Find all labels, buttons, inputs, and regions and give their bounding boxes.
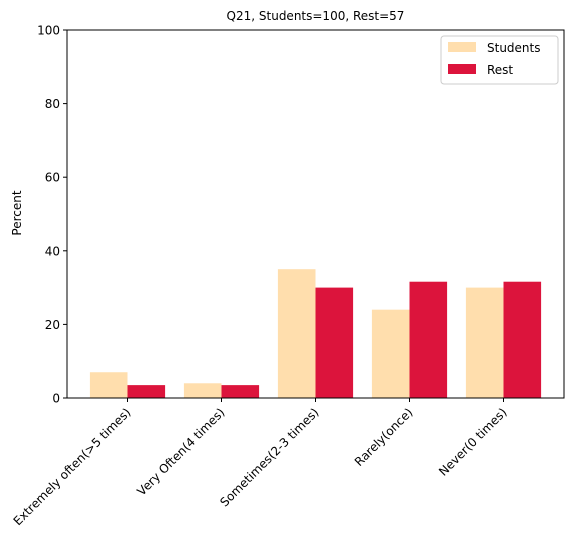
x-tick-label-3: Rarely(once): [352, 405, 416, 469]
bars-group: [89, 269, 542, 398]
x-tick-label-2: Sometimes(2-3 times): [217, 405, 321, 509]
bar-students-4: [465, 287, 504, 398]
bar-rest-3: [409, 281, 448, 398]
chart-title: Q21, Students=100, Rest=57: [227, 9, 405, 23]
x-tick-label-1: Very Often(4 times): [134, 405, 227, 498]
bar-students-3: [371, 309, 410, 398]
legend-label-rest: Rest: [487, 63, 513, 77]
legend-label-students: Students: [487, 41, 541, 55]
bar-rest-4: [503, 281, 542, 398]
bar-rest-2: [315, 287, 354, 398]
y-tick-label-5: 100: [37, 24, 60, 38]
x-tick-label-4: Never(0 times): [436, 405, 510, 479]
y-tick-label-2: 40: [45, 244, 60, 258]
y-tick-label-1: 20: [45, 318, 60, 332]
y-axis-label: Percent: [10, 190, 24, 235]
bar-students-0: [89, 372, 128, 398]
legend-swatch-students: [448, 42, 476, 52]
x-tick-label-0: Extremely often(>5 times): [11, 405, 134, 528]
bar-students-2: [277, 269, 316, 398]
plot-frame: [66, 29, 565, 399]
y-tick-label-4: 80: [45, 97, 60, 111]
bar-students-1: [183, 383, 222, 398]
bar-rest-0: [127, 385, 166, 398]
bar-rest-1: [221, 385, 260, 398]
x-axis: Extremely often(>5 times) Very Often(4 ti…: [11, 398, 510, 528]
y-tick-label-3: 60: [45, 171, 60, 185]
legend: Students Rest: [440, 35, 559, 85]
legend-swatch-rest: [448, 64, 476, 74]
y-tick-label-0: 0: [52, 392, 60, 406]
y-axis: 0 20 40 60 80 100: [37, 24, 67, 406]
